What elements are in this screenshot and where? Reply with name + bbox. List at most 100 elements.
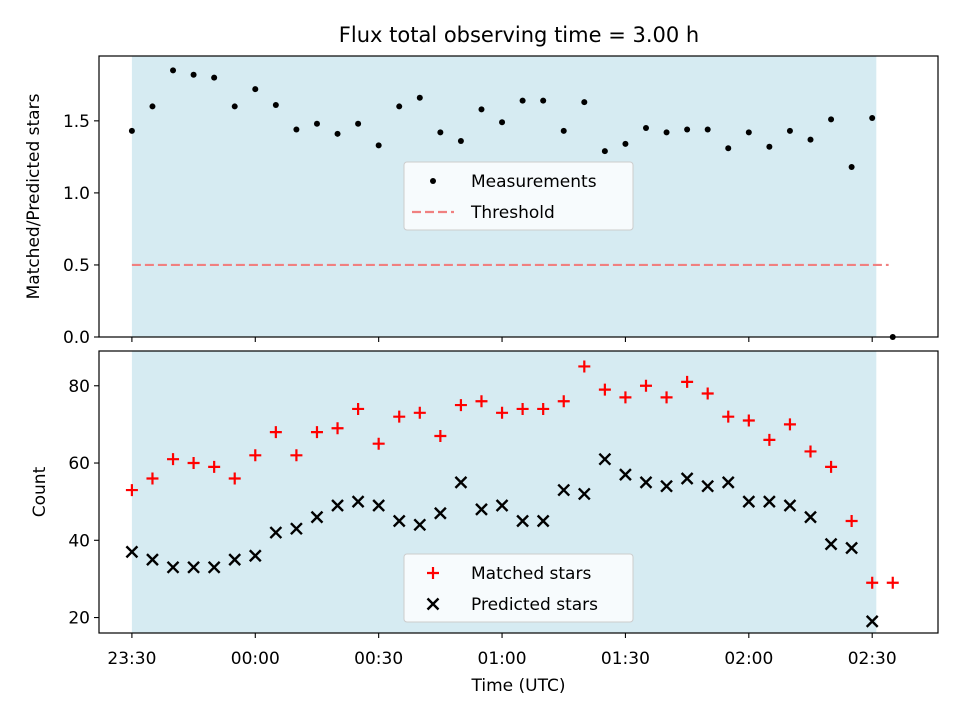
data-point — [372, 437, 385, 450]
data-point — [557, 483, 571, 497]
data-point — [598, 383, 611, 396]
data-point — [783, 499, 797, 512]
data-point — [619, 391, 632, 404]
data-point — [228, 472, 241, 485]
data-point — [681, 375, 694, 388]
legend-marker-matched — [427, 567, 439, 579]
series-predicted-stars — [125, 452, 879, 628]
data-point — [351, 495, 365, 509]
data-point — [392, 514, 406, 528]
legend-label: Matched stars — [471, 564, 591, 584]
data-point — [413, 518, 427, 532]
data-point — [125, 545, 139, 559]
data-point — [187, 457, 200, 470]
data-point — [722, 410, 735, 423]
data-point — [540, 97, 547, 104]
data-point — [310, 426, 323, 439]
data-point — [454, 399, 467, 412]
data-point — [581, 99, 588, 106]
data-point — [396, 103, 403, 110]
chart-title: Flux total observing time = 3.00 h — [339, 23, 699, 47]
data-point — [211, 74, 218, 81]
data-point — [252, 86, 259, 93]
data-point — [352, 402, 365, 415]
data-point — [434, 506, 447, 520]
y-tick-label: 1.0 — [63, 184, 90, 204]
axes-frame — [98, 350, 939, 634]
data-point — [146, 472, 159, 485]
data-point — [269, 526, 283, 539]
data-point — [763, 495, 776, 509]
data-point — [866, 576, 879, 589]
y-tick-label: 0.0 — [63, 328, 90, 348]
y-tick-label: 80 — [68, 377, 90, 397]
data-point — [207, 560, 221, 574]
data-point — [742, 414, 755, 427]
data-point — [725, 145, 732, 152]
data-point — [536, 514, 550, 528]
data-point — [660, 391, 673, 404]
data-point — [167, 453, 180, 466]
data-point — [721, 475, 735, 489]
data-point — [516, 402, 529, 415]
data-point — [701, 387, 714, 400]
data-point — [560, 127, 567, 134]
data-point — [763, 433, 776, 446]
y-axis-label: Count — [30, 466, 50, 517]
data-point — [578, 360, 591, 373]
data-point — [537, 402, 550, 415]
data-point — [166, 560, 180, 574]
data-point — [331, 499, 344, 512]
legend-marker-measurements — [430, 178, 436, 184]
data-point — [231, 103, 238, 110]
data-point — [416, 94, 423, 101]
data-point — [125, 484, 138, 497]
data-point — [248, 549, 262, 563]
data-point — [766, 143, 773, 150]
data-point — [807, 136, 814, 143]
data-point — [557, 395, 570, 408]
data-point — [742, 495, 756, 509]
legend-label: Predicted stars — [471, 595, 598, 615]
data-point — [519, 97, 526, 104]
data-point — [639, 379, 652, 392]
legend: Measurements Threshold — [403, 161, 634, 231]
data-point — [149, 103, 156, 110]
data-point — [290, 522, 303, 536]
data-point — [619, 468, 632, 481]
x-axis-label: Time (UTC) — [471, 676, 566, 696]
data-point — [783, 418, 796, 431]
data-point — [825, 460, 838, 473]
data-point — [828, 116, 835, 123]
data-point — [577, 487, 591, 501]
y-tick-label: 40 — [68, 531, 90, 551]
data-point — [704, 126, 711, 133]
data-point — [393, 410, 406, 423]
data-point — [249, 449, 262, 462]
data-point — [208, 460, 221, 473]
series-measurements — [128, 67, 896, 340]
data-point — [804, 445, 817, 458]
data-point — [601, 148, 608, 155]
data-point — [745, 129, 752, 136]
data-point — [496, 406, 509, 419]
data-point — [457, 138, 464, 145]
data-point — [622, 140, 629, 147]
axes-frame — [98, 55, 939, 338]
data-point — [290, 449, 303, 462]
data-point — [331, 422, 344, 435]
data-point — [516, 514, 529, 528]
data-point — [334, 130, 341, 137]
data-point — [499, 119, 506, 126]
y-axis-label: Matched/Predicted stars — [24, 93, 44, 299]
data-point — [684, 126, 691, 133]
data-point — [478, 106, 485, 113]
data-point — [413, 406, 426, 419]
data-point — [272, 101, 279, 108]
data-point — [869, 114, 876, 121]
x-tick-label: 02:00 — [724, 649, 773, 669]
count-panel: 20 40 60 80 23:30 00:00 00:30 01:00 01:30 02:00 02… — [30, 350, 939, 696]
legend-box — [403, 161, 634, 231]
x-tick-label: 02:30 — [848, 649, 897, 669]
